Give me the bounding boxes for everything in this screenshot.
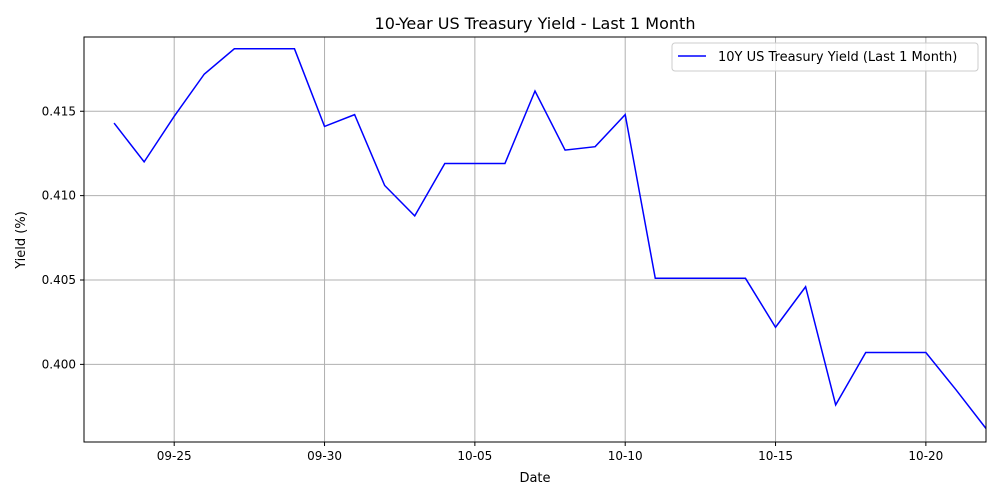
x-tick-label: 09-30 [307,449,342,463]
x-tick-label: 09-25 [157,449,192,463]
x-tick-label: 10-20 [908,449,943,463]
plot-frame [83,36,987,443]
chart-title: 10-Year US Treasury Yield - Last 1 Month [375,14,696,33]
x-tick-label: 10-05 [457,449,492,463]
grid-lines [84,37,986,442]
legend-label: 10Y US Treasury Yield (Last 1 Month) [718,50,957,65]
legend: 10Y US Treasury Yield (Last 1 Month) [671,42,979,72]
x-tick-label: 10-10 [608,449,643,463]
y-axis-ticks: 0.400 0.405 0.410 0.415 [42,104,84,371]
y-tick-label: 0.405 [42,273,76,287]
y-tick-label: 0.415 [42,104,76,118]
y-tick-label: 0.410 [42,189,76,203]
x-axis-ticks: 09-25 09-30 10-05 10-10 10-15 10-20 [157,442,943,463]
y-axis-label: Yield (%) [14,211,29,270]
series-line [113,48,987,429]
legend-box [671,42,979,72]
y-tick-label: 0.400 [42,357,76,371]
x-axis-label: Date [519,471,550,486]
x-tick-label: 10-15 [758,449,793,463]
